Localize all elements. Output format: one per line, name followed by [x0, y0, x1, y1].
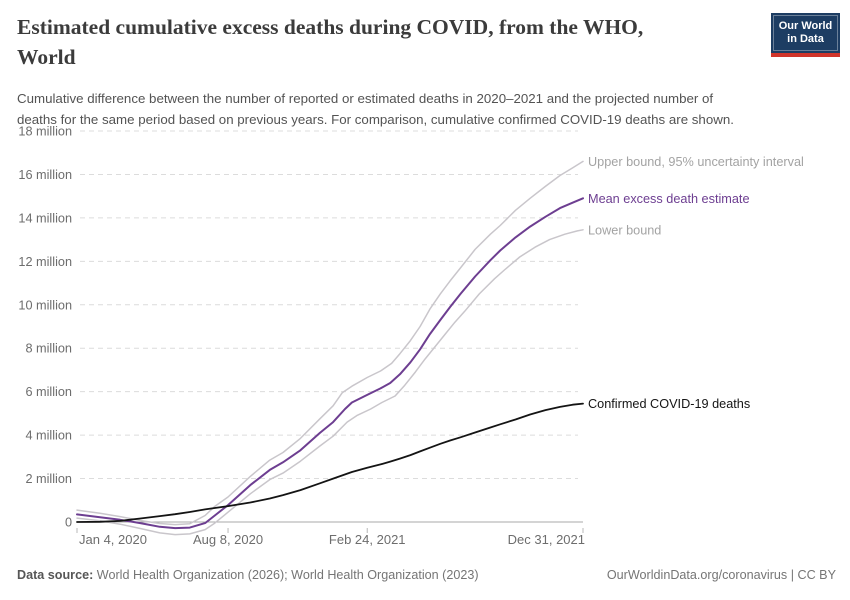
- chart-subtitle: Cumulative difference between the number…: [17, 89, 835, 130]
- chart-title-line2: World: [17, 44, 76, 69]
- y-tick-label: 10 million: [18, 298, 72, 312]
- y-tick-label: 8 million: [25, 342, 72, 356]
- owid-logo: Our World in Data: [771, 13, 840, 57]
- owid-logo-text: Our World in Data: [773, 15, 838, 51]
- x-tick-label: Dec 31, 2021: [508, 532, 585, 547]
- owid-logo-red-bar: [771, 53, 840, 57]
- x-tick-label: Feb 24, 2021: [329, 532, 406, 547]
- data-source-text: World Health Organization (2026); World …: [93, 568, 479, 582]
- chart-subtitle-line1: Cumulative difference between the number…: [17, 91, 714, 106]
- x-tick-label: Jan 4, 2020: [79, 532, 147, 547]
- y-tick-label: 14 million: [18, 211, 72, 225]
- series-line-upper-bound-95-uncertainty-interval[interactable]: [76, 160, 584, 526]
- data-source-note: Data source: World Health Organization (…: [17, 568, 479, 582]
- data-source-label: Data source:: [17, 568, 94, 582]
- y-tick-label: 16 million: [18, 168, 72, 182]
- series-line-lower-bound[interactable]: [76, 229, 584, 536]
- series-label-lower-bound: Lower bound: [588, 223, 661, 237]
- series-line-mean-excess-death-estimate[interactable]: [76, 197, 584, 530]
- y-tick-label: 12 million: [18, 255, 72, 269]
- chart-subtitle-line2: deaths for the same period based on prev…: [17, 111, 734, 127]
- y-tick-label: 0: [65, 516, 72, 530]
- series-label-confirmed-covid-19-deaths: Confirmed COVID-19 deaths: [588, 397, 750, 411]
- owid-logo-line1: Our World: [778, 20, 833, 33]
- y-tick-label: 2 million: [25, 472, 72, 486]
- series-label-mean-excess-death-estimate: Mean excess death estimate: [588, 192, 750, 206]
- y-tick-label: 18 million: [18, 125, 72, 139]
- credit-link[interactable]: OurWorldinData.org/coronavirus | CC BY: [606, 568, 836, 582]
- series-label-upper-bound-95-uncertainty-interval: Upper bound, 95% uncertainty interval: [588, 155, 804, 169]
- owid-logo-background: Our World in Data: [771, 13, 840, 53]
- owid-logo-line2: in Data: [787, 33, 824, 45]
- x-tick-label: Aug 8, 2020: [193, 532, 263, 547]
- chart-title-line1: Estimated cumulative excess deaths durin…: [17, 15, 644, 39]
- y-tick-label: 4 million: [25, 429, 72, 443]
- chart-area[interactable]: 0 2 million 4 million 6 million 8 million 10 …: [0, 120, 850, 562]
- chart-canvas[interactable]: 0 2 million 4 million 6 million 8 million 10 …: [0, 120, 850, 562]
- series-line-confirmed-covid-19-deaths[interactable]: [76, 402, 584, 523]
- chart-title: Estimated cumulative excess deaths durin…: [17, 13, 643, 72]
- y-tick-label: 6 million: [25, 385, 72, 399]
- chart-footer: Data source: World Health Organization (…: [17, 568, 836, 582]
